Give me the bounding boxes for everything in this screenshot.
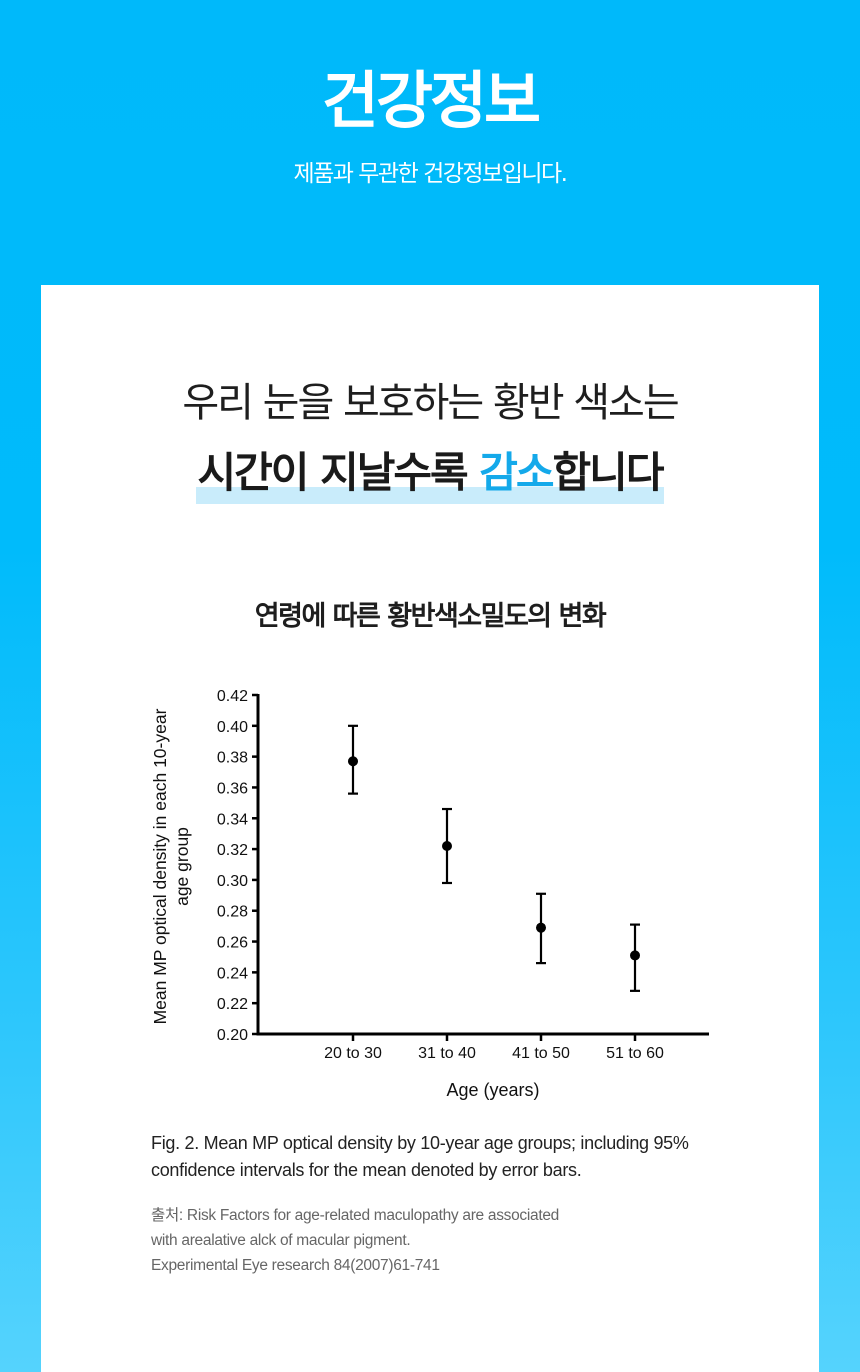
x-axis-label: Age (years) xyxy=(446,1080,539,1100)
headline-line-2: 시간이 지날수록 감소합니다 xyxy=(41,440,819,506)
headline-text-before: 시간이 지날수록 xyxy=(197,448,480,497)
source-citation: 출처: Risk Factors for age-related maculop… xyxy=(151,1203,751,1278)
content-card: 우리 눈을 보호하는 황반 색소는 시간이 지날수록 감소합니다 연령에 따른 … xyxy=(41,285,819,1372)
headline-text-after: 합니다 xyxy=(552,448,665,497)
y-tick-label: 0.42 xyxy=(217,688,248,705)
x-tick-label: 41 to 50 xyxy=(512,1045,570,1062)
page-header: 건강정보 제품과 무관한 건강정보입니다. xyxy=(0,0,860,285)
x-tick-label: 20 to 30 xyxy=(324,1045,382,1062)
y-tick-label: 0.24 xyxy=(217,965,248,982)
data-point xyxy=(442,841,452,852)
y-tick-label: 0.38 xyxy=(217,750,248,767)
highlighted-headline: 시간이 지날수록 감소합니다 xyxy=(195,440,665,506)
y-tick-label: 0.26 xyxy=(217,935,248,952)
y-tick-label: 0.22 xyxy=(217,996,248,1013)
y-tick-label: 0.32 xyxy=(217,842,248,859)
y-tick-label: 0.40 xyxy=(217,719,248,736)
chart-title: 연령에 따른 황반색소밀도의 변화 xyxy=(254,601,607,632)
page-subtitle: 제품과 무관한 건강정보입니다. xyxy=(293,161,568,187)
y-tick-label: 0.28 xyxy=(217,904,248,921)
error-bar-chart: 0.20 0.22 0.24 0.26 0.28 0.30 0.32 0.34 0.36 0.38… xyxy=(150,688,709,1100)
headline-line-1: 우리 눈을 보호하는 황반 색소는 xyxy=(182,380,679,426)
data-point xyxy=(536,922,546,933)
source-line: 출처: Risk Factors for age-related maculop… xyxy=(151,1207,559,1224)
x-tick-label: 31 to 40 xyxy=(418,1045,476,1062)
y-tick-label: 0.20 xyxy=(217,1027,248,1044)
y-axis-label-line-2: age group xyxy=(172,827,192,906)
data-point xyxy=(630,950,640,961)
y-tick-label: 0.36 xyxy=(217,780,248,797)
x-tick-label: 51 to 60 xyxy=(606,1045,664,1062)
headline-accent-text: 감소 xyxy=(479,448,554,497)
y-tick-label: 0.30 xyxy=(217,873,248,890)
y-tick-label: 0.34 xyxy=(217,811,248,828)
figure-caption: Fig. 2. Mean MP optical density by 10-ye… xyxy=(151,1133,689,1180)
page-title: 건강정보 xyxy=(321,64,541,137)
source-line: with arealative alck of macular pigment. xyxy=(151,1232,411,1249)
source-line: Experimental Eye research 84(2007)61-741 xyxy=(151,1257,440,1274)
y-axis-label: Mean MP optical density in each 10-year xyxy=(150,708,170,1024)
data-point xyxy=(348,756,358,767)
